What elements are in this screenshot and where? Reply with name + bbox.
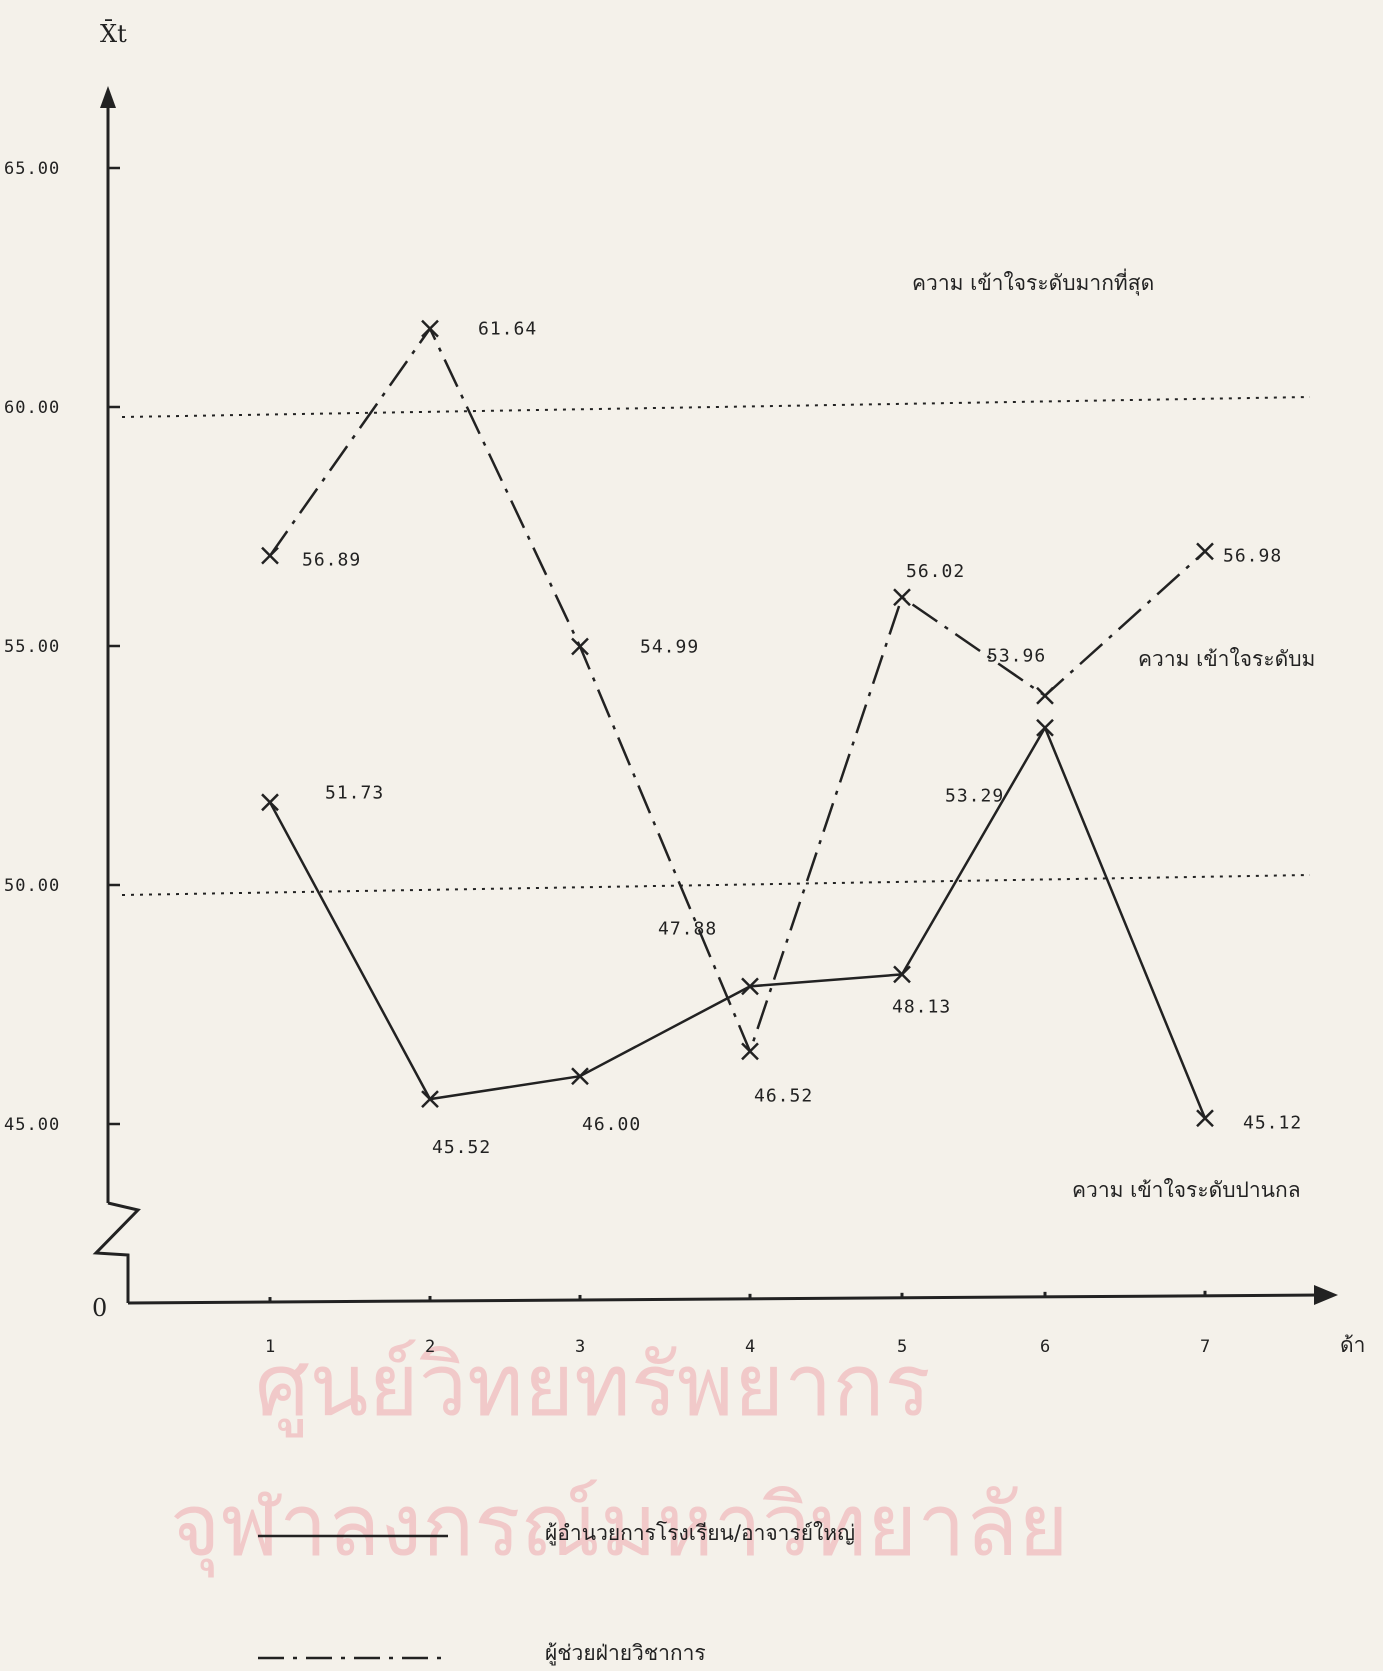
data-label-1-2: 54.99: [640, 636, 699, 657]
x-ticks: 1 2 3 4 5 6 7: [265, 1290, 1211, 1357]
reference-line-60: [121, 396, 1311, 418]
x-axis-line: [127, 1293, 1323, 1305]
watermark: ศูนย์วิทยทรัพยากร จุฬาลงกรณ์มหาวิทยาลัย: [170, 1336, 1069, 1578]
data-label-0-1: 45.52: [432, 1137, 491, 1158]
series-line-0: [268, 726, 1207, 1119]
series-line-1: [268, 327, 1206, 1053]
x-tick-label-2: 3: [575, 1337, 586, 1357]
data-point-1-5: [1036, 686, 1054, 705]
data-label-1-1: 61.64: [478, 319, 537, 340]
y-tick-label-0: 45.00: [4, 1115, 60, 1135]
data-point-0-6: [1196, 1109, 1214, 1128]
data-point-1-6: [1196, 542, 1214, 561]
data-label-1-3: 46.52: [754, 1085, 813, 1106]
data-label-0-4: 48.13: [892, 996, 951, 1017]
origin-label: 0: [92, 1294, 107, 1322]
reference-lines: [121, 396, 1311, 896]
x-tick-label-6: 7: [1200, 1337, 1211, 1357]
data-point-0-2: [571, 1067, 589, 1086]
watermark-line-1: ศูนย์วิทยทรัพยากร: [255, 1336, 931, 1438]
data-label-1-0: 56.89: [302, 550, 361, 571]
data-point-1-4: [893, 588, 911, 607]
data-point-1-2: [571, 637, 589, 656]
data-point-1-1: [421, 319, 439, 338]
legend: ผู้อำนวยการโรงเรียน/อาจารย์ใหญ่ ผู้ช่วยฝ…: [258, 1521, 855, 1666]
x-tick-label-0: 1: [265, 1337, 276, 1357]
data-point-0-1: [421, 1090, 439, 1109]
data-label-1-4: 56.02: [906, 561, 965, 582]
data-label-0-5: 53.29: [945, 786, 1004, 807]
x-tick-label-3: 4: [745, 1337, 756, 1357]
band-labels: ความ เข้าใจระดับมากที่สุด ความ เข้าใจระด…: [912, 268, 1315, 1202]
y-tick-label-4: 65.00: [4, 159, 60, 179]
band-label-highest: ความ เข้าใจระดับมากที่สุด: [912, 268, 1154, 296]
x-tick-label-4: 5: [897, 1337, 908, 1357]
data-label-0-3: 47.88: [658, 918, 717, 939]
watermark-line-2: จุฬาลงกรณ์มหาวิทยาลัย: [170, 1476, 1069, 1578]
data-label-1-6: 56.98: [1223, 545, 1282, 566]
y-tick-label-1: 50.00: [4, 876, 60, 896]
axes: X̄t 0 ด้า: [92, 20, 1365, 1357]
data-label-0-2: 46.00: [582, 1114, 641, 1135]
data-label-0-0: 51.73: [325, 782, 384, 803]
legend-label-director: ผู้อำนวยการโรงเรียน/อาจารย์ใหญ่: [545, 1521, 855, 1546]
band-label-moderate: ความ เข้าใจระดับปานกล: [1072, 1178, 1301, 1202]
y-axis-arrow: [100, 86, 116, 108]
legend-label-academic-assistant: ผู้ช่วยฝ่ายวิชาการ: [545, 1641, 706, 1666]
x-tick-label-5: 6: [1040, 1337, 1051, 1357]
y-tick-label-2: 55.00: [4, 637, 60, 657]
x-axis-arrow: [1314, 1285, 1338, 1305]
series-layer: 51.73 45.52 46.00 47.88 48.13 53.29 45.12 56.89…: [261, 319, 1302, 1158]
data-point-0-0: [261, 793, 279, 812]
x-axis-title: ด้า: [1340, 1333, 1365, 1357]
data-point-1-3: [741, 1042, 759, 1061]
y-tick-label-3: 60.00: [4, 398, 60, 418]
reference-line-50: [121, 874, 1311, 896]
data-label-1-5: 53.96: [987, 646, 1046, 667]
band-label-high: ความ เข้าใจระดับม: [1138, 647, 1315, 671]
y-ticks: 45.00 50.00 55.00 60.00 65.00: [4, 159, 120, 1135]
axis-break-icon: [92, 1201, 141, 1303]
x-tick-label-1: 2: [425, 1337, 436, 1357]
data-point-0-3: [741, 977, 759, 996]
data-point-1-0: [261, 546, 279, 565]
data-label-0-6: 45.12: [1243, 1112, 1302, 1133]
y-axis-title: X̄t: [100, 20, 127, 48]
data-point-0-5: [1036, 718, 1054, 737]
data-point-0-4: [893, 965, 911, 984]
